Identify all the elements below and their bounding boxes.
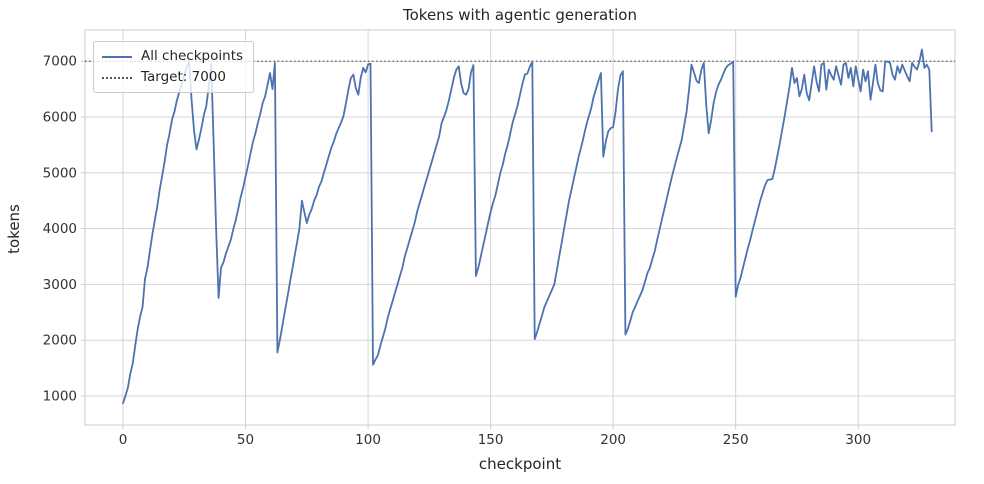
y-tick-label: 6000 bbox=[43, 110, 77, 126]
plot-border bbox=[84, 29, 956, 426]
y-tick-label: 4000 bbox=[43, 221, 77, 237]
y-tick-label: 5000 bbox=[43, 165, 77, 181]
x-tick-label: 300 bbox=[845, 432, 871, 448]
dotted-line-swatch-icon bbox=[102, 76, 132, 79]
x-tick-label: 200 bbox=[600, 432, 626, 448]
legend-item-target: Target: 7000 bbox=[102, 67, 243, 88]
chart-title: Tokens with agentic generation bbox=[403, 6, 637, 24]
x-tick-label: 150 bbox=[478, 432, 504, 448]
y-tick-label: 7000 bbox=[43, 54, 77, 70]
y-tick-label: 2000 bbox=[43, 333, 77, 349]
y-tick-label: 3000 bbox=[43, 277, 77, 293]
legend: All checkpoints Target: 7000 bbox=[93, 41, 255, 93]
legend-label: Target: 7000 bbox=[141, 69, 226, 85]
x-tick-label: 0 bbox=[119, 432, 128, 448]
x-tick-label: 100 bbox=[355, 432, 381, 448]
series-line-all-checkpoints bbox=[122, 48, 933, 405]
legend-label: All checkpoints bbox=[141, 48, 244, 64]
line-swatch-icon bbox=[102, 55, 132, 58]
legend-item-all-checkpoints: All checkpoints bbox=[102, 46, 243, 67]
y-tick-label: 1000 bbox=[43, 388, 77, 404]
x-tick-label: 50 bbox=[237, 432, 254, 448]
x-axis-label: checkpoint bbox=[478, 455, 562, 473]
x-tick-label: 250 bbox=[723, 432, 749, 448]
